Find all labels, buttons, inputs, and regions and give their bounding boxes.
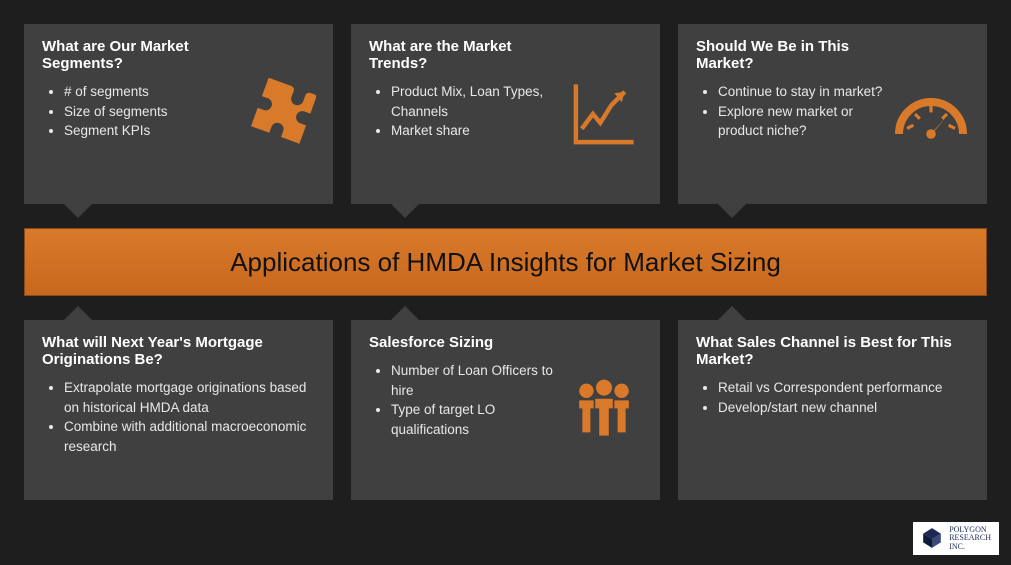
card-market-segments: What are Our Market Segments? # of segme… [24, 24, 333, 204]
card-sales-channel: What Sales Channel is Best for This Mark… [678, 320, 987, 500]
card-title: What Sales Channel is Best for This Mark… [696, 334, 971, 368]
card-title: What are Our Market Segments? [42, 38, 229, 72]
card-title: Should We Be in This Market? [696, 38, 883, 72]
card-bullets: Number of Loan Officers to hire Type of … [369, 361, 556, 439]
card-title: What are the Market Trends? [369, 38, 556, 72]
center-title: Applications of HMDA Insights for Market… [230, 247, 781, 278]
card-bullets: Continue to stay in market? Explore new … [696, 82, 883, 141]
card-next-year-originations: What will Next Year's Mortgage Originati… [24, 320, 333, 500]
card-bullets: Extrapolate mortgage originations based … [42, 378, 317, 456]
card-salesforce-sizing: Salesforce Sizing Number of Loan Officer… [351, 320, 660, 500]
card-bullets: # of segments Size of segments Segment K… [42, 82, 229, 141]
company-logo: POLYGON RESEARCH INC. [913, 522, 999, 555]
polygon-logo-icon [921, 527, 943, 549]
gauge-icon [891, 38, 971, 190]
card-should-we-be: Should We Be in This Market? Continue to… [678, 24, 987, 204]
puzzle-icon [237, 38, 317, 190]
logo-text: POLYGON RESEARCH INC. [949, 526, 991, 551]
trend-chart-icon [564, 38, 644, 190]
people-icon [564, 334, 644, 486]
card-bullets: Retail vs Correspondent performance Deve… [696, 378, 971, 417]
card-title: What will Next Year's Mortgage Originati… [42, 334, 317, 368]
infographic-grid: What are Our Market Segments? # of segme… [0, 0, 1011, 500]
card-market-trends: What are the Market Trends? Product Mix,… [351, 24, 660, 204]
card-title: Salesforce Sizing [369, 334, 556, 351]
center-title-bar: Applications of HMDA Insights for Market… [24, 228, 987, 296]
card-bullets: Product Mix, Loan Types, Channels Market… [369, 82, 556, 141]
